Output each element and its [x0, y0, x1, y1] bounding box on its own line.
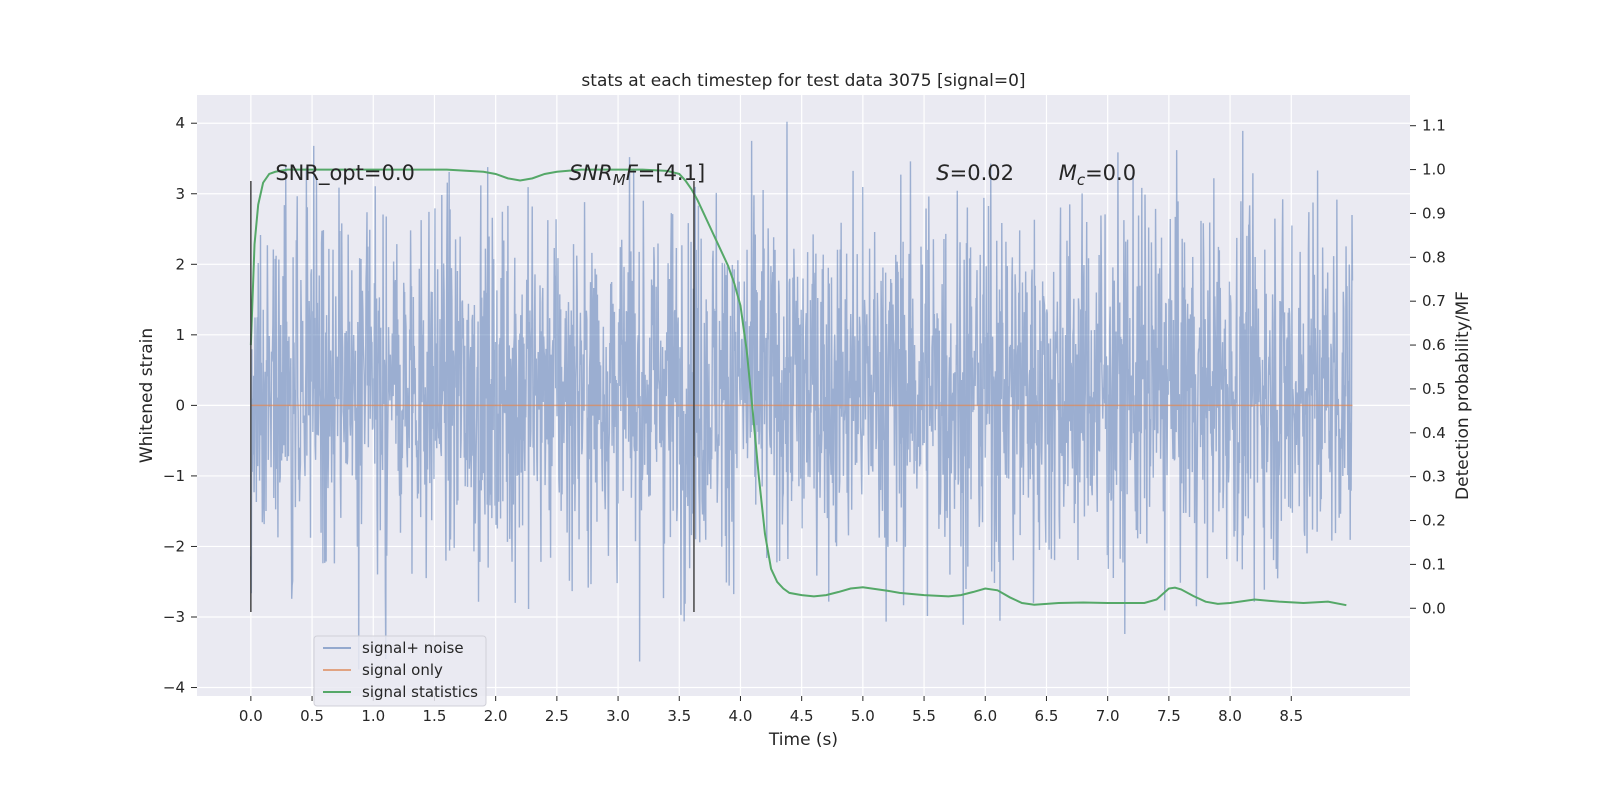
x-tick-label: 4.0: [729, 707, 753, 725]
annotations: SNR_opt=0.0 SNRMF=[4.1] S=0.02 Mc=0.0: [275, 161, 1136, 189]
y2-tick-label: 0.4: [1422, 424, 1446, 442]
y-tick-label: −1: [163, 467, 185, 485]
x-tick-label: 2.0: [484, 707, 508, 725]
legend-label: signal only: [362, 661, 443, 679]
chart-title: stats at each timestep for test data 307…: [581, 71, 1025, 91]
line-series: [249, 168, 1353, 607]
y2-tick-label: 0.7: [1422, 292, 1446, 310]
y-tick-label: 0: [175, 396, 185, 414]
y-tick-label: 3: [175, 185, 185, 203]
x-tick-label: 6.0: [973, 707, 997, 725]
x-tick-label: 7.0: [1096, 707, 1120, 725]
x-tick-label: 4.5: [790, 707, 814, 725]
y2-tick-label: 1.0: [1422, 161, 1446, 179]
x-tick-label: 2.5: [545, 707, 569, 725]
x-tick-label: 8.5: [1279, 707, 1303, 725]
annotation-text: SNR_opt=0.0: [275, 161, 415, 186]
x-tick-label: 1.5: [423, 707, 447, 725]
marker-lines: [250, 181, 695, 613]
x-tick-label: 3.0: [606, 707, 630, 725]
y2-tick-label: 0.8: [1422, 248, 1446, 266]
y2-tick-label: 0.2: [1422, 512, 1446, 530]
x-tick-label: 5.0: [851, 707, 875, 725]
y-tick-label: −2: [163, 537, 185, 555]
x-tick-label: 0.5: [300, 707, 324, 725]
legend-label: signal+ noise: [362, 639, 464, 657]
y-tick-label: −3: [163, 608, 185, 626]
annotation-text: SNRMF=[4.1]: [569, 161, 705, 189]
annotation-text: Mc=0.0: [1059, 161, 1136, 189]
y2-tick-label: 0.0: [1422, 599, 1446, 617]
legend-label: signal statistics: [362, 683, 478, 701]
signal-noise-line: [250, 121, 1354, 670]
y2-tick-label: 0.5: [1422, 380, 1446, 398]
x-tick-label: 5.5: [912, 707, 936, 725]
y2-axis-label: Detection probability/MF: [1453, 291, 1473, 500]
x-tick-label: 6.5: [1035, 707, 1059, 725]
y-tick-label: 4: [175, 114, 185, 132]
legend-box: [313, 635, 487, 707]
x-tick-label: 0.0: [239, 707, 263, 725]
y2-tick-label: 0.6: [1422, 336, 1446, 354]
y-axis-ticks: 4 3 2 1 0 −1 −2 −3 −4: [163, 114, 197, 697]
y2-tick-label: 0.3: [1422, 468, 1446, 486]
y-tick-label: 1: [175, 326, 185, 344]
y2-axis-ticks: 1.1 1.0 0.9 0.8 0.7 0.6 0.5 0.4 0.3 0.2 0.1 0.0: [1410, 117, 1446, 617]
signal-noise-series: [250, 121, 1354, 670]
x-tick-label: 1.0: [361, 707, 385, 725]
y-tick-label: −4: [163, 679, 185, 697]
y-tick-label: 2: [175, 255, 185, 273]
annotation-text: S=0.02: [936, 161, 1014, 185]
legend: signal+ noise signal only signal statistic…: [313, 635, 487, 707]
y2-tick-label: 0.9: [1422, 204, 1446, 222]
y2-tick-label: 1.1: [1422, 117, 1446, 135]
signal-statistics-line: [249, 168, 1347, 607]
y2-tick-label: 0.1: [1422, 555, 1446, 573]
x-tick-label: 7.5: [1157, 707, 1181, 725]
y-axis-label: Whitened strain: [137, 328, 157, 463]
x-axis-ticks: 0.0 0.5 1.0 1.5 2.0 2.5 3.0 3.5 4.0 4.5 5.0 5.5 6.0 6…: [239, 696, 1303, 725]
x-tick-label: 3.5: [667, 707, 691, 725]
x-tick-label: 8.0: [1218, 707, 1242, 725]
x-axis-label: Time (s): [768, 730, 838, 750]
